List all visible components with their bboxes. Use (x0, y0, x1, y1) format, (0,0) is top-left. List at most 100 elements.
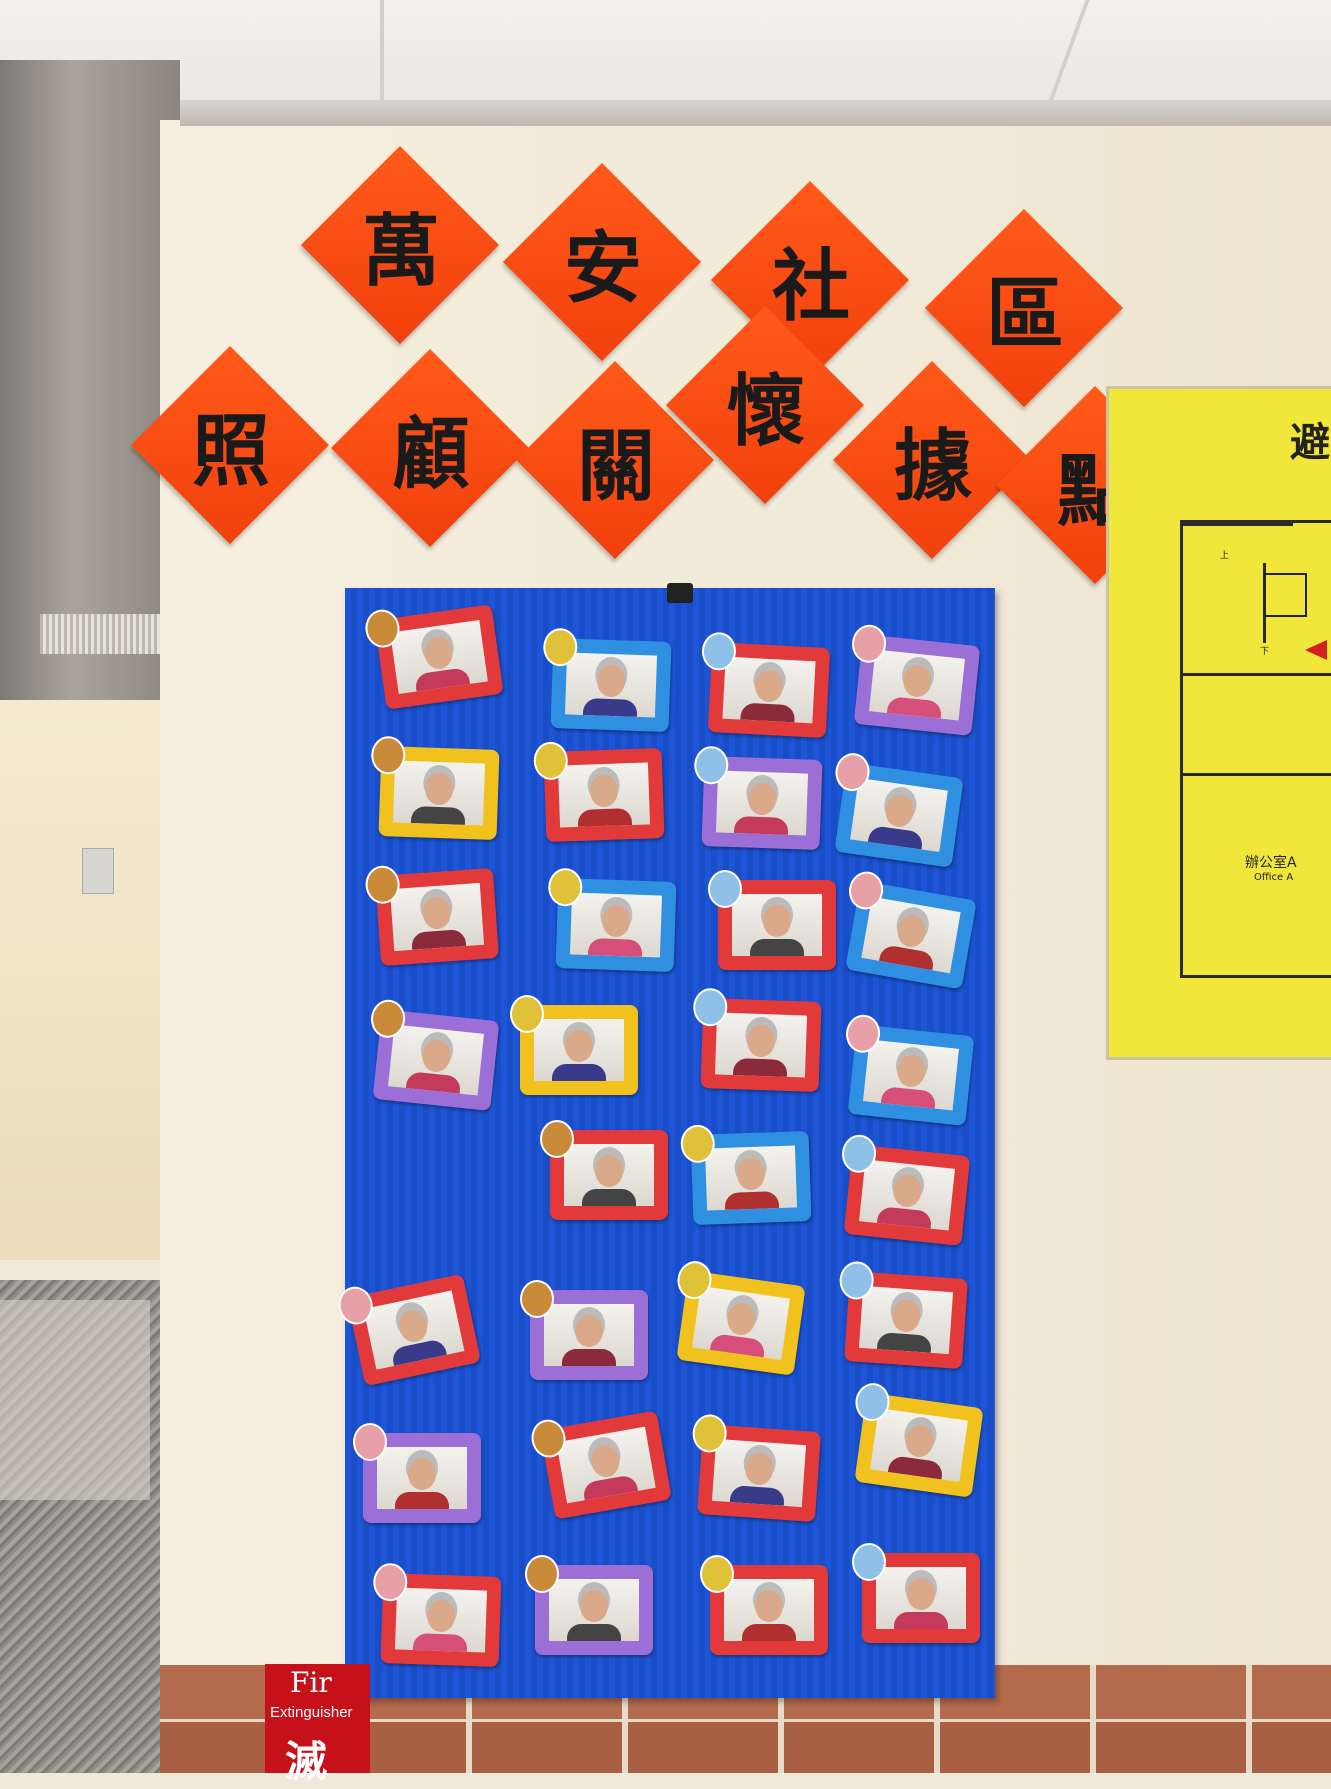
portrait-face (895, 913, 929, 950)
photo-frame (675, 1258, 806, 1376)
portrait-face (396, 1307, 431, 1345)
portrait-shirt (582, 697, 638, 717)
portrait-face (420, 1038, 452, 1074)
photo-frame (680, 1124, 812, 1226)
portrait-face (725, 1301, 758, 1337)
ceiling-duct (0, 60, 180, 700)
portrait-photo (850, 778, 948, 852)
floor-plan-wall (1183, 673, 1331, 676)
portrait-photo (569, 892, 663, 958)
photo-frame (840, 1133, 971, 1246)
portrait-face (736, 1157, 766, 1191)
office-label-cn: 辦公室A (1245, 855, 1297, 871)
portrait-photo (861, 896, 961, 974)
portrait-shirt (410, 805, 466, 825)
portrait-photo (389, 882, 485, 952)
floor-plan-wall (1183, 773, 1331, 776)
portrait-shirt (390, 1337, 447, 1366)
photo-frame (510, 995, 638, 1095)
portrait-shirt (733, 815, 789, 835)
portrait-shirt (709, 1332, 766, 1358)
portrait-photo (544, 1304, 634, 1366)
portrait-face (422, 635, 455, 671)
portrait-shirt (577, 807, 633, 827)
portrait-shirt (740, 702, 796, 723)
portrait-face (747, 782, 777, 816)
picture-rail (180, 100, 1331, 126)
portrait-shirt (412, 1632, 468, 1652)
portrait-photo (722, 656, 816, 724)
stairs-up-label: 上 (1220, 551, 1230, 561)
banner-char: 照 (191, 406, 270, 497)
banner-char: 社 (771, 241, 850, 332)
photo-frame (542, 627, 672, 733)
photo-frame (363, 604, 504, 710)
portrait-shirt (876, 1205, 933, 1229)
portrait-face (421, 896, 452, 931)
portrait-face (907, 1578, 935, 1611)
portrait-shirt (732, 1057, 788, 1077)
zodiac-sticker-icon (525, 1555, 559, 1593)
photo-frame (370, 735, 500, 841)
banner-char: 區 (985, 269, 1064, 360)
ceiling-seam (380, 0, 384, 100)
portrait-shirt (886, 695, 943, 719)
portrait-face (601, 904, 631, 938)
zodiac-sticker-icon (520, 1280, 554, 1318)
photo-frame (850, 623, 981, 736)
floor-plan-wall (1183, 523, 1293, 526)
portrait-face (755, 1590, 783, 1623)
portrait-photo (870, 1408, 968, 1482)
portrait-photo (564, 1144, 654, 1206)
portrait-photo (377, 1447, 467, 1509)
photo-frame (525, 1555, 653, 1655)
portrait-shirt (395, 1491, 449, 1509)
photo-frame (852, 1543, 980, 1643)
photo-frame (838, 1260, 968, 1370)
portrait-face (891, 1173, 923, 1209)
portrait-photo (388, 1024, 484, 1096)
portrait-photo (714, 1012, 808, 1078)
portrait-shirt (876, 1331, 932, 1353)
extinguisher-sign-en: Extinguisher (270, 1704, 353, 1721)
portrait-face (408, 1458, 436, 1491)
evacuation-map-sign (1106, 386, 1331, 1060)
portrait-shirt (411, 928, 467, 950)
portrait-photo (859, 1159, 955, 1231)
portrait-face (595, 1155, 623, 1188)
banner-char: 安 (563, 223, 642, 314)
photo-frame (700, 1555, 828, 1655)
portrait-photo (549, 1579, 639, 1641)
portrait-photo (715, 770, 809, 836)
portrait-photo (392, 760, 486, 826)
portrait-photo (858, 1285, 954, 1355)
stairs-down-label: 下 (1260, 647, 1270, 657)
photo-frame (533, 741, 665, 843)
portrait-shirt (582, 1188, 636, 1206)
portrait-face (895, 1053, 927, 1089)
zodiac-sticker-icon (353, 1423, 387, 1461)
portrait-photo (390, 620, 488, 694)
portrait-shirt (552, 1063, 606, 1081)
zodiac-sticker-icon (540, 1120, 574, 1158)
wall-switch (82, 848, 114, 894)
office-label-en: Office A (1254, 872, 1294, 883)
photo-frame (700, 631, 831, 739)
portrait-photo (876, 1567, 966, 1629)
extinguisher-sign-top: Fir (290, 1666, 332, 1699)
portrait-face (588, 1443, 622, 1480)
portrait-shirt (880, 1085, 937, 1109)
portrait-photo (711, 1438, 807, 1508)
banner-char: 顧 (391, 409, 470, 500)
portrait-shirt (729, 1484, 785, 1506)
portrait-face (903, 1423, 936, 1459)
portrait-face (426, 1599, 456, 1633)
photo-frame (372, 1562, 502, 1668)
evacuation-sign-title: 避 (1290, 420, 1330, 466)
photo-frame (691, 1413, 821, 1523)
photo-frame (693, 745, 823, 851)
photo-frame (520, 1280, 648, 1380)
portrait-face (763, 905, 791, 938)
photo-frame (540, 1120, 668, 1220)
photo-frame (853, 1380, 984, 1498)
